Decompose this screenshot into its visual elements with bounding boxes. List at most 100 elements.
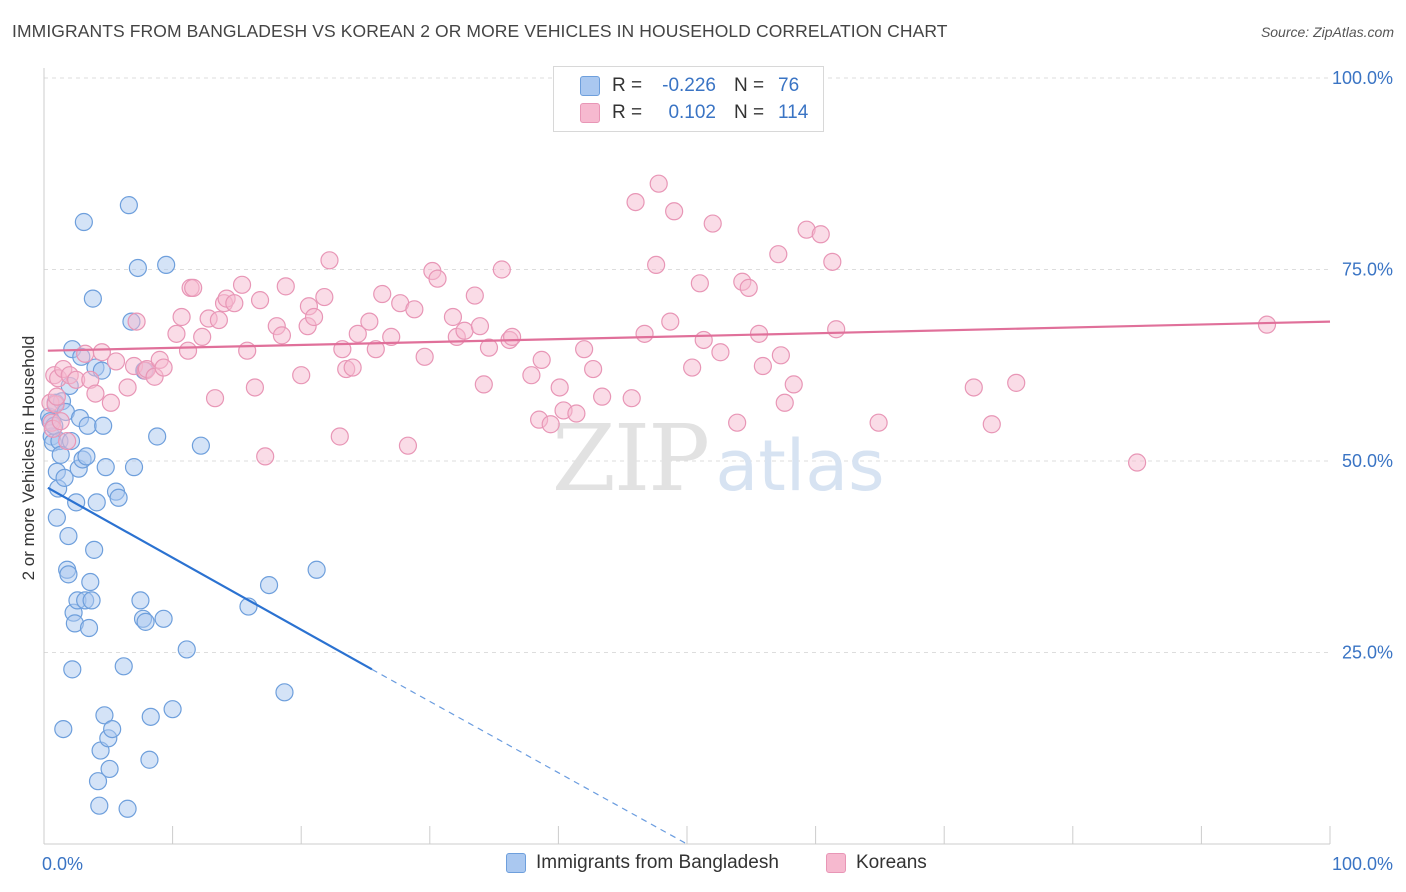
point-koreans bbox=[320, 251, 339, 270]
point-bangladesh bbox=[54, 719, 73, 739]
point-koreans bbox=[167, 324, 186, 343]
point-bangladesh bbox=[118, 799, 137, 818]
point-koreans bbox=[964, 378, 983, 397]
legend-swatch-blue bbox=[580, 76, 600, 96]
legend-r-value: -0.226 bbox=[662, 75, 716, 96]
y-tick-label: 50.0% bbox=[1342, 451, 1393, 471]
point-koreans bbox=[550, 378, 569, 397]
point-koreans bbox=[209, 310, 228, 330]
point-koreans bbox=[106, 352, 126, 371]
bottom-legend-label: Immigrants from Bangladesh bbox=[536, 852, 779, 873]
y-tick-label: 75.0% bbox=[1342, 260, 1393, 280]
point-koreans bbox=[567, 404, 586, 423]
point-bangladesh bbox=[74, 212, 93, 232]
point-koreans bbox=[522, 366, 541, 385]
point-koreans bbox=[118, 378, 137, 397]
legend-r-value: 0.102 bbox=[668, 102, 716, 123]
y-tick-label: 100.0% bbox=[1332, 68, 1393, 88]
point-koreans bbox=[503, 327, 522, 347]
y-tick-label: 25.0% bbox=[1342, 643, 1393, 663]
point-bangladesh bbox=[141, 707, 160, 726]
chart-title: IMMIGRANTS FROM BANGLADESH VS KOREAN 2 O… bbox=[12, 21, 948, 41]
point-bangladesh bbox=[96, 458, 115, 477]
point-koreans bbox=[382, 327, 401, 347]
point-bangladesh bbox=[275, 683, 294, 702]
series-immigrants-from-bangladesh bbox=[40, 196, 326, 818]
x-tick-label: 0.0% bbox=[42, 854, 83, 874]
point-koreans bbox=[694, 330, 713, 350]
legend-n-value: 76 bbox=[778, 75, 800, 96]
point-bangladesh bbox=[67, 493, 86, 512]
point-bangladesh bbox=[81, 572, 100, 592]
point-koreans bbox=[739, 278, 758, 297]
point-bangladesh bbox=[87, 493, 106, 512]
tick-labels: 25.0% 50.0% 75.0% 100.0% 0.0% 100.0% bbox=[42, 68, 1393, 874]
point-koreans bbox=[665, 202, 684, 221]
point-koreans bbox=[622, 389, 641, 408]
legend-r-label: R = bbox=[612, 75, 643, 96]
point-koreans bbox=[661, 312, 680, 331]
point-koreans bbox=[474, 375, 493, 394]
point-koreans bbox=[193, 327, 212, 347]
point-koreans bbox=[250, 291, 270, 310]
point-bangladesh bbox=[154, 609, 173, 628]
legend-n-label: N = bbox=[734, 75, 765, 96]
point-koreans bbox=[51, 412, 70, 431]
point-bangladesh bbox=[128, 258, 147, 278]
point-koreans bbox=[593, 387, 612, 406]
point-koreans bbox=[771, 346, 790, 365]
point-bangladesh bbox=[82, 591, 101, 610]
point-koreans bbox=[304, 307, 324, 327]
point-koreans bbox=[470, 317, 490, 336]
point-koreans bbox=[690, 274, 709, 293]
point-koreans bbox=[58, 431, 77, 451]
point-bangladesh bbox=[85, 540, 104, 559]
point-bangladesh bbox=[114, 657, 133, 676]
point-koreans bbox=[683, 358, 702, 377]
point-koreans bbox=[626, 192, 645, 212]
point-bangladesh bbox=[83, 289, 102, 308]
point-koreans bbox=[1257, 315, 1277, 334]
point-koreans bbox=[315, 287, 334, 307]
point-koreans bbox=[869, 413, 888, 432]
point-koreans bbox=[366, 340, 385, 359]
point-bangladesh bbox=[78, 416, 97, 435]
axes bbox=[43, 68, 1331, 845]
point-bangladesh bbox=[95, 706, 114, 725]
point-bangladesh bbox=[100, 759, 119, 779]
point-bangladesh bbox=[88, 772, 108, 791]
bottom-legend-koreans: Koreans bbox=[826, 852, 927, 874]
legend-n-label: N = bbox=[734, 102, 765, 123]
point-bangladesh bbox=[79, 618, 99, 638]
point-bangladesh bbox=[131, 591, 150, 610]
point-bangladesh bbox=[59, 565, 78, 584]
point-koreans bbox=[443, 307, 463, 327]
point-koreans bbox=[649, 174, 668, 193]
point-bangladesh bbox=[63, 660, 82, 679]
point-bangladesh bbox=[103, 719, 122, 739]
point-koreans bbox=[775, 393, 794, 412]
bottom-legend-swatch-blue bbox=[506, 853, 526, 873]
point-koreans bbox=[398, 436, 418, 455]
bottom-legend-label: Koreans bbox=[856, 852, 927, 873]
point-koreans bbox=[415, 347, 434, 366]
trend-line-koreans bbox=[47, 320, 1331, 352]
point-koreans bbox=[1127, 453, 1147, 472]
point-bangladesh bbox=[109, 488, 128, 507]
point-koreans bbox=[330, 427, 349, 446]
point-koreans bbox=[455, 321, 474, 340]
point-koreans bbox=[753, 356, 772, 376]
point-koreans bbox=[232, 275, 252, 294]
point-koreans bbox=[541, 415, 560, 434]
point-koreans bbox=[343, 358, 362, 377]
point-koreans bbox=[827, 320, 846, 339]
point-koreans bbox=[154, 358, 173, 377]
correlation-legend: R = -0.226 N = 76 R = 0.102 N = 114 bbox=[553, 66, 824, 132]
point-bangladesh bbox=[148, 427, 167, 446]
series-koreans bbox=[41, 174, 1277, 472]
point-koreans bbox=[769, 245, 788, 264]
point-koreans bbox=[360, 312, 379, 331]
point-bangladesh bbox=[59, 526, 78, 546]
point-koreans bbox=[584, 359, 603, 379]
watermark-atlas: atlas bbox=[715, 425, 884, 507]
